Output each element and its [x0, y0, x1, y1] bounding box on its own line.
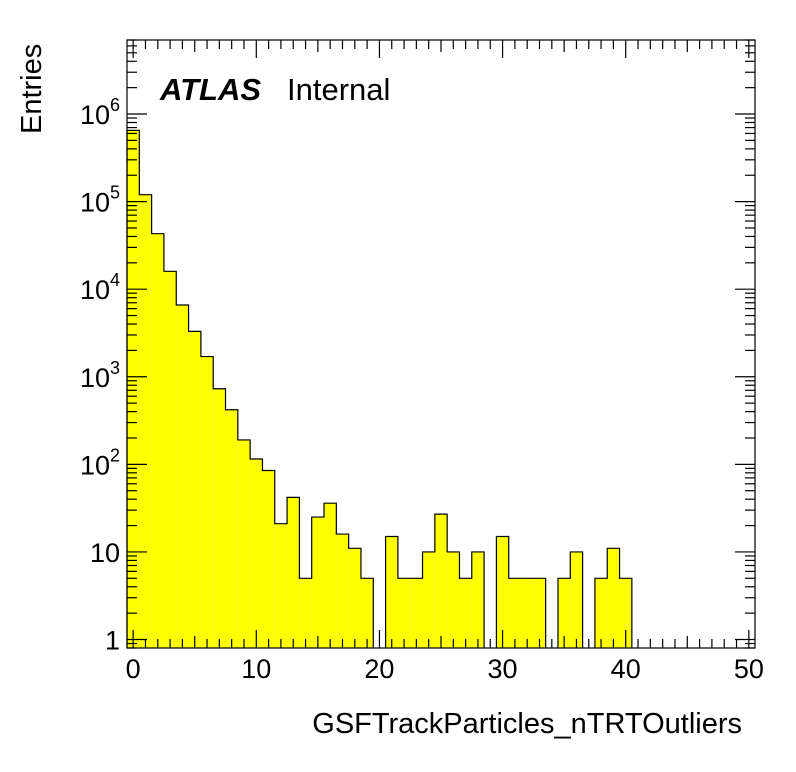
y-tick-label: 10: [90, 538, 120, 568]
histogram-bar: [176, 304, 189, 648]
histogram-bar: [533, 578, 546, 648]
histogram-bar: [274, 523, 288, 648]
y-axis-ticks: [127, 39, 755, 649]
y-tick-label: 102: [80, 445, 120, 480]
histogram-bar: [336, 534, 349, 648]
histogram-bar: [471, 551, 485, 648]
histogram-bar: [385, 536, 398, 648]
y-tick-label: 1: [105, 626, 120, 656]
internal-label: Internal: [287, 72, 390, 107]
histogram-bar: [188, 331, 201, 648]
histogram-bar: [496, 536, 509, 648]
histogram-bar: [139, 194, 152, 648]
x-tick-label: 10: [241, 654, 271, 684]
x-axis-ticks: [132, 40, 750, 648]
x-tick-label: 20: [364, 654, 394, 684]
histogram-bar: [127, 130, 140, 648]
histogram-bar: [360, 578, 374, 648]
x-tick-label: 50: [734, 654, 764, 684]
histogram-bar: [508, 578, 522, 648]
x-axis-label: GSFTrackParticles_nTRTOutliers: [312, 708, 742, 740]
histogram-bar: [287, 497, 300, 648]
histogram-bar: [397, 578, 411, 648]
histogram-bar: [324, 503, 337, 648]
histogram-bar: [348, 548, 361, 648]
histogram-outline: [126, 129, 633, 648]
y-tick-label: 105: [80, 183, 120, 218]
histogram-bar: [447, 551, 460, 648]
histogram-bar: [594, 578, 608, 648]
histogram-bar: [250, 459, 263, 648]
histogram-bar: [459, 578, 472, 648]
y-tick-label: 103: [80, 358, 120, 393]
y-tick-label: 104: [80, 270, 120, 305]
histogram-bar: [237, 439, 251, 648]
histogram-bar: [299, 578, 312, 648]
histogram-bar: [151, 233, 164, 648]
histogram-bar: [262, 470, 275, 648]
y-tick-label: 106: [80, 95, 120, 130]
histogram-bars: [127, 130, 632, 648]
y-axis-label: Entries: [16, 44, 48, 134]
histogram-bar: [619, 578, 632, 648]
histogram-bar: [570, 551, 583, 648]
histogram-bar: [311, 517, 325, 648]
histogram-bar: [521, 578, 534, 648]
y-axis-tick-labels: 1 10 102 103 104 105 106: [80, 95, 120, 655]
atlas-label: ATLAS: [159, 72, 261, 107]
histogram-bar: [607, 548, 620, 648]
histogram-bar: [422, 551, 435, 648]
x-tick-label: 40: [611, 654, 641, 684]
histogram-bar: [557, 578, 571, 648]
histogram-bar: [225, 409, 238, 648]
x-tick-label: 0: [126, 654, 141, 684]
histogram-bar: [200, 356, 214, 648]
histogram-bar: [163, 271, 177, 648]
x-tick-label: 30: [488, 654, 518, 684]
histogram-bar: [410, 578, 423, 648]
histogram-bar: [434, 514, 448, 648]
x-axis-tick-labels: 0 10 20 30 40 50: [126, 654, 764, 684]
histogram-bar: [213, 388, 226, 648]
